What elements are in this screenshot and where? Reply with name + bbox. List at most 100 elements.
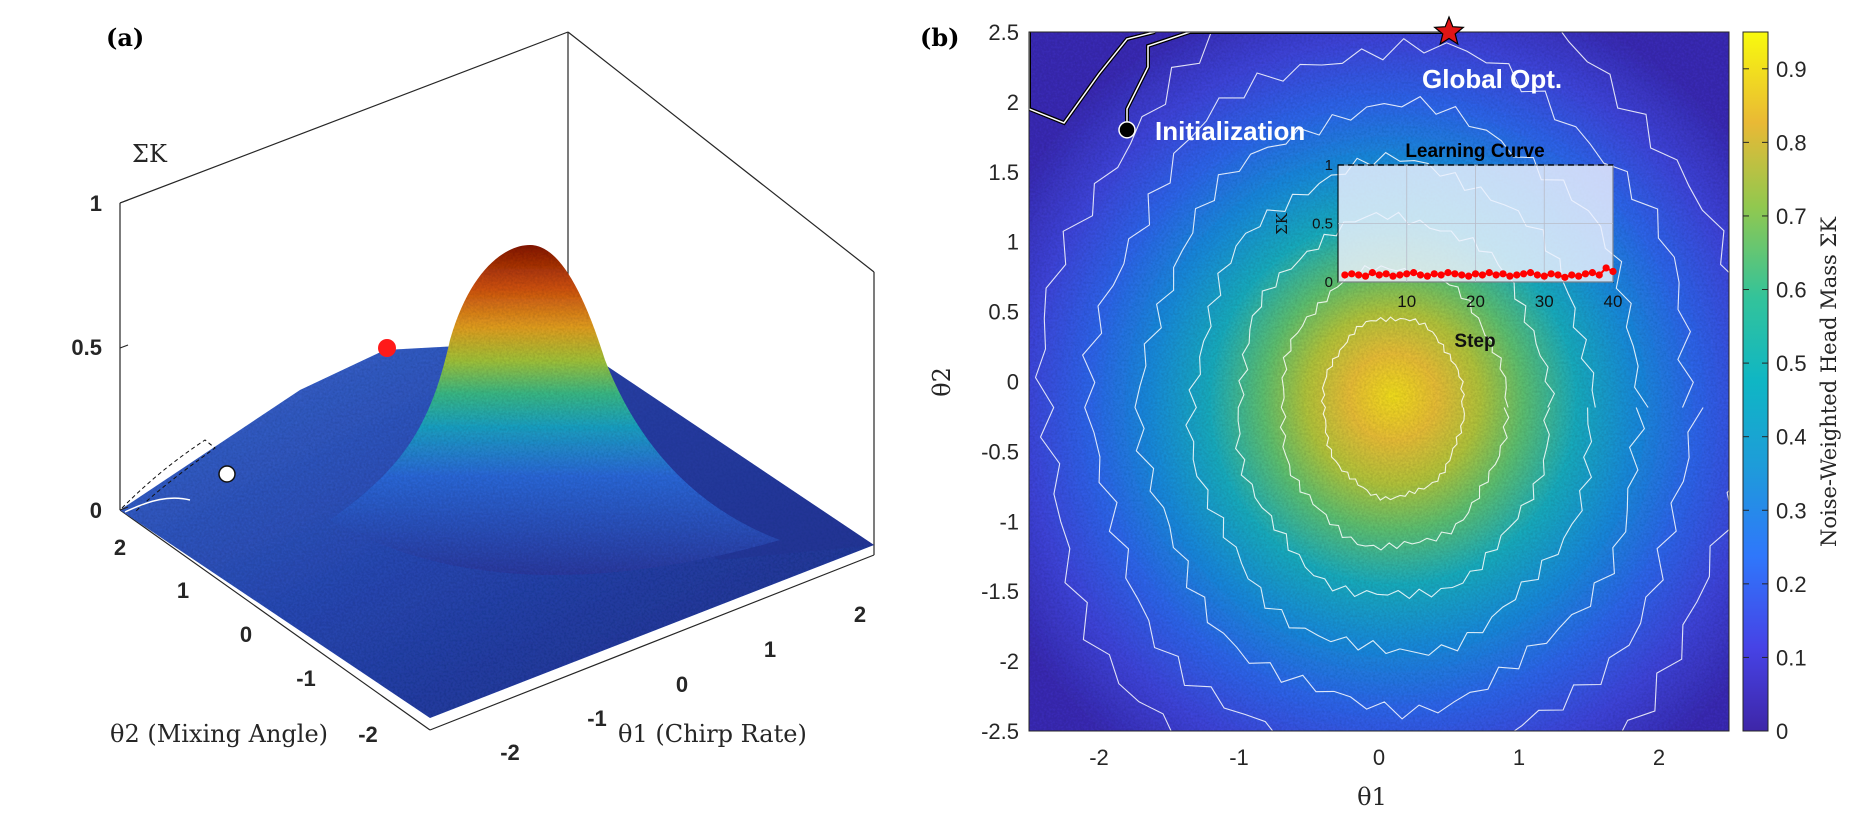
x-axis-label-3d: θ1 (Chirp Rate) [618, 720, 807, 748]
contour-level [1134, 95, 1649, 720]
global-opt-label: Global Opt. [1422, 64, 1562, 94]
x-tick-3d: 0 [676, 672, 688, 697]
inset-x-label: Step [1454, 331, 1495, 352]
y-tick-3d: 2 [114, 535, 126, 560]
y-tick-label: 0.5 [988, 300, 1019, 325]
inset-grid [1338, 164, 1614, 283]
colorbar-tick-label: 0.4 [1776, 425, 1807, 450]
x-tick-label: 0 [1373, 745, 1385, 770]
inset-title: Learning Curve [1405, 141, 1544, 162]
heatmap-area [1029, 32, 1729, 731]
learning-curve-point [1416, 271, 1425, 279]
surface-path [124, 497, 191, 513]
global-opt-star-marker [1433, 15, 1465, 46]
contour-level [1081, 37, 1704, 731]
y-tick-label: 1 [1007, 230, 1019, 255]
y-tick-label: -0.5 [981, 439, 1019, 464]
inset-x-tick: 40 [1604, 292, 1623, 311]
y-tick-3d: 1 [177, 578, 189, 603]
learning-curve-point [1499, 270, 1507, 278]
front-left-floor-edge [119, 509, 431, 731]
learning-curve-point [1403, 270, 1411, 278]
colorbar-tick-label: 0.9 [1776, 57, 1807, 82]
learning-curve-point [1602, 264, 1610, 272]
x-tick-label: -1 [1229, 745, 1249, 770]
z-tick-2: 1 [90, 191, 102, 216]
surface-boundary-dashed [121, 439, 216, 513]
colorbar-tick-label: 0.5 [1776, 351, 1807, 376]
top-back-left-edge [119, 31, 569, 204]
x-axis-ticks: -2 -1 0 1 2 [1089, 745, 1665, 770]
y-tick-label: -1.5 [981, 579, 1019, 604]
learning-curve-point [1492, 271, 1500, 279]
learning-curve-point [1547, 270, 1555, 278]
y-tick-3d: -2 [358, 722, 378, 747]
front-right-floor-edge [429, 554, 875, 731]
learning-curve-point [1561, 273, 1569, 281]
learning-curve-point [1451, 270, 1459, 278]
contour-level [1320, 316, 1465, 501]
learning-curve-point [1506, 272, 1514, 280]
heatmap-frame [1028, 31, 1730, 732]
colorbar-tick-label: 0.2 [1776, 572, 1807, 597]
y-axis-label-3d: θ2 (Mixing Angle) [110, 720, 328, 748]
y-tick-3d: -1 [296, 666, 316, 691]
x-axis-label: θ1 [1357, 783, 1387, 811]
y-tick-label: -1 [999, 509, 1019, 534]
region-boundary-inner [1029, 32, 1156, 124]
inset-y-tick: 1 [1325, 157, 1333, 174]
panel-b-label: (b) [920, 23, 960, 52]
learning-curve-point [1410, 269, 1418, 277]
colorbar-tick-label: 0.1 [1776, 645, 1807, 670]
z-axis-label: ΣK [132, 140, 168, 168]
learning-curve-point [1526, 269, 1535, 277]
top-back-right-edge [567, 31, 875, 273]
learning-curve-point [1458, 271, 1466, 279]
surface-peak [330, 245, 780, 575]
learning-curve-point [1520, 270, 1528, 278]
y-tick-3d: 0 [240, 622, 252, 647]
z-tickmark [119, 506, 129, 511]
z-tick-1: 0.5 [71, 335, 102, 360]
learning-curve-point [1575, 272, 1583, 280]
y-axis-ticks-3d: 2 1 0 -1 -2 [114, 535, 378, 747]
learning-curve-point [1554, 271, 1562, 279]
inset-x-tick: 20 [1466, 292, 1485, 311]
learning-curve-point [1355, 271, 1363, 279]
inset-y-ticks: 00.51 [1312, 157, 1333, 291]
z-tick-0: 0 [90, 498, 102, 523]
initialization-marker [1118, 121, 1136, 139]
inset-x-tick: 10 [1397, 292, 1416, 311]
x-tick-3d: -1 [587, 706, 607, 731]
learning-curve-point [1485, 269, 1493, 277]
learning-curve-point [1533, 271, 1541, 279]
y-tick-label: 0 [1007, 370, 1019, 395]
learning-curve-point [1341, 271, 1349, 279]
learning-curve-point [1348, 270, 1356, 278]
learning-curve-inset: Learning Curve 00.51 10 20 30 40 ΣK Step [1273, 141, 1622, 352]
learning-curve-point [1609, 267, 1617, 276]
z-tick-marks [119, 199, 129, 511]
learning-curve-point [1375, 271, 1383, 279]
learning-curve-point [1581, 270, 1590, 278]
y-tick-label: 2.5 [988, 20, 1019, 45]
z-tickmark [119, 199, 129, 204]
learning-curve-points [1341, 264, 1617, 281]
learning-curve-point [1437, 271, 1445, 279]
learning-curve-point [1568, 271, 1576, 279]
learning-curve-point [1540, 272, 1548, 280]
colorbar-tick-label: 0.8 [1776, 130, 1807, 155]
learning-curve-point [1471, 270, 1480, 278]
learning-curve-point [1389, 272, 1397, 280]
colorbar-ticks: 0 0.1 0.2 0.3 0.4 0.5 0.6 0.7 0.8 0.9 [1743, 57, 1807, 744]
x-tick-3d: 2 [854, 602, 866, 627]
y-axis-label: θ2 [928, 367, 956, 397]
learning-curve-point [1361, 272, 1370, 280]
learning-curve-point [1368, 269, 1376, 277]
x-tick-3d: 1 [764, 637, 776, 662]
global-opt-marker-3d [378, 339, 396, 357]
learning-curve-point [1382, 270, 1390, 278]
initialization-label: Initialization [1155, 116, 1305, 146]
x-tick-label: 2 [1653, 745, 1665, 770]
